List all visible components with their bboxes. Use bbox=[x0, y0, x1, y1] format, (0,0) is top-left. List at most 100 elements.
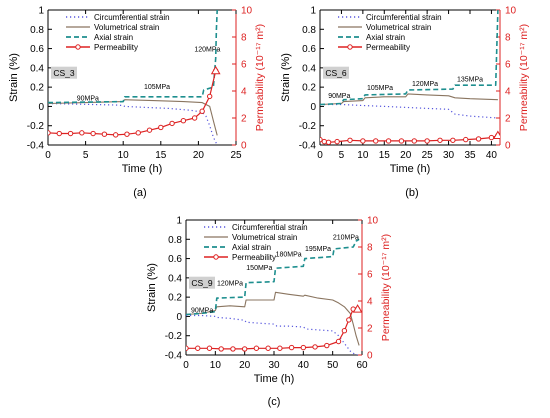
permeability-point bbox=[90, 130, 96, 137]
y-tick-label-left: 0.6 bbox=[30, 44, 44, 55]
permeability-point bbox=[335, 338, 342, 345]
permeability-point bbox=[48, 130, 51, 136]
x-tick-label: 15 bbox=[155, 150, 167, 161]
y-tick-label-left: 0.2 bbox=[168, 293, 182, 304]
permeability-point bbox=[325, 139, 332, 145]
y-tick-label-right: 4 bbox=[367, 297, 373, 308]
permeability-point bbox=[320, 136, 323, 143]
x-tick-label: 5 bbox=[83, 150, 89, 161]
x-tick-label: 10 bbox=[118, 150, 130, 161]
legend-label-circumferential: Circumferential strain bbox=[366, 13, 442, 22]
legend-label-axial: Axial strain bbox=[366, 33, 405, 42]
stress-label: 180MPa bbox=[276, 252, 302, 259]
y-tick-label-left: 0 bbox=[310, 102, 316, 113]
y-tick-label-left: 0.8 bbox=[168, 235, 182, 246]
legend-label-circumferential: Circumferential strain bbox=[232, 223, 308, 232]
series-group bbox=[320, 10, 500, 145]
permeability-point bbox=[199, 108, 205, 114]
permeability-point bbox=[463, 136, 469, 143]
permeability-point bbox=[241, 346, 248, 352]
x-tick-label: 20 bbox=[239, 360, 251, 371]
stress-label: 120MPa bbox=[194, 46, 220, 53]
permeability-point bbox=[341, 328, 348, 334]
y-tick-label-left: 1 bbox=[310, 6, 316, 17]
y-tick-label-left: -0.4 bbox=[299, 141, 317, 152]
panel-caption: (a) bbox=[133, 187, 146, 199]
permeability-point bbox=[206, 345, 213, 351]
series-line-circumferential bbox=[48, 102, 218, 145]
y-tick-label-left: 1 bbox=[176, 216, 182, 227]
legend-label-permeability: Permeability bbox=[232, 253, 276, 262]
permeability-point bbox=[398, 138, 405, 144]
x-tick-label: 10 bbox=[210, 360, 222, 371]
y-tick-label-left: 0 bbox=[38, 102, 44, 113]
x-tick-label: 30 bbox=[443, 150, 455, 161]
series-line-circumferential bbox=[186, 314, 360, 355]
x-tick-label: 25 bbox=[230, 150, 242, 161]
series-line-axial bbox=[186, 238, 360, 316]
y-tick-label-right: 6 bbox=[367, 270, 373, 281]
y-tick-label-left: -0.4 bbox=[27, 141, 45, 152]
sample-label: CS_3 bbox=[53, 68, 75, 78]
y-tick-label-right: 10 bbox=[367, 216, 379, 227]
legend-label-axial: Axial strain bbox=[232, 243, 271, 252]
y-tick-label-right: 8 bbox=[367, 243, 373, 254]
x-tick-label: 0 bbox=[317, 150, 323, 161]
sample-label: CS_9 bbox=[191, 278, 213, 288]
y-axis-title-right: Permeability (10⁻¹⁷ m²) bbox=[518, 24, 530, 131]
y-tick-label-left: 0.4 bbox=[168, 273, 182, 284]
x-tick-label: 35 bbox=[464, 150, 476, 161]
legend-label-permeability: Permeability bbox=[366, 43, 410, 52]
series-line-volumetrical bbox=[48, 99, 218, 136]
y-tick-label-right: 0 bbox=[367, 351, 373, 362]
permeability-point bbox=[206, 93, 213, 100]
chart-panel-3: 0 10 20 30 40 50 60-0.4-0.200.20.40.60.8102468… bbox=[146, 216, 392, 409]
sample-label: CS_6 bbox=[325, 68, 347, 78]
legend-label-axial: Axial strain bbox=[94, 33, 133, 42]
permeability-point bbox=[450, 137, 456, 143]
permeability-point bbox=[158, 124, 164, 131]
legend-label-circumferential: Circumferential strain bbox=[94, 13, 170, 22]
x-tick-label: 15 bbox=[379, 150, 391, 161]
permeability-point bbox=[101, 131, 108, 137]
y-tick-label-left: -0.2 bbox=[299, 121, 317, 132]
y-axis-title-left: Strain (%) bbox=[146, 263, 158, 312]
x-tick-label: 0 bbox=[183, 360, 189, 371]
permeability-point bbox=[346, 317, 352, 323]
series-line-axial bbox=[320, 10, 499, 106]
series-group bbox=[186, 238, 362, 355]
stress-label: 210MPa bbox=[333, 234, 359, 241]
permeability-end-marker bbox=[210, 65, 221, 75]
x-tick-label: 50 bbox=[327, 360, 339, 371]
permeability-point bbox=[475, 136, 482, 142]
y-tick-label-left: 0.2 bbox=[302, 83, 316, 94]
y-tick-label-left: 0.8 bbox=[302, 25, 316, 36]
x-tick-label: 25 bbox=[422, 150, 434, 161]
permeability-end-marker bbox=[352, 304, 362, 313]
x-tick-label: 0 bbox=[45, 150, 51, 161]
legend-marker bbox=[75, 44, 81, 50]
legend-marker bbox=[213, 254, 219, 260]
x-tick-label: 5 bbox=[339, 150, 345, 161]
permeability-point bbox=[312, 344, 318, 350]
y-tick-label-left: -0.2 bbox=[165, 331, 183, 342]
y-axis-title-left: Strain (%) bbox=[8, 53, 20, 102]
y-tick-label-left: 0 bbox=[176, 312, 182, 323]
y-tick-label-left: 0.4 bbox=[302, 63, 316, 74]
series-line-axial bbox=[48, 10, 218, 104]
x-tick-label: 10 bbox=[357, 150, 369, 161]
x-tick-label: 40 bbox=[298, 360, 310, 371]
permeability-point bbox=[191, 115, 198, 121]
y-tick-label-right: 10 bbox=[241, 6, 253, 17]
chart-panel-1: 0 5 10 15 20 25-0.4-0.200.20.40.60.810246810T… bbox=[8, 6, 266, 200]
y-tick-label-left: 1 bbox=[38, 6, 44, 17]
y-tick-label-right: 2 bbox=[241, 114, 247, 125]
stress-label: 120MPa bbox=[412, 81, 438, 88]
permeability-point bbox=[218, 346, 224, 352]
permeability-point bbox=[488, 134, 495, 141]
y-tick-label-left: 0.6 bbox=[302, 44, 316, 55]
legend-label-volumetrical: Volumetrical strain bbox=[232, 233, 297, 242]
y-tick-label-right: 10 bbox=[505, 6, 517, 17]
permeability-point bbox=[360, 138, 366, 144]
